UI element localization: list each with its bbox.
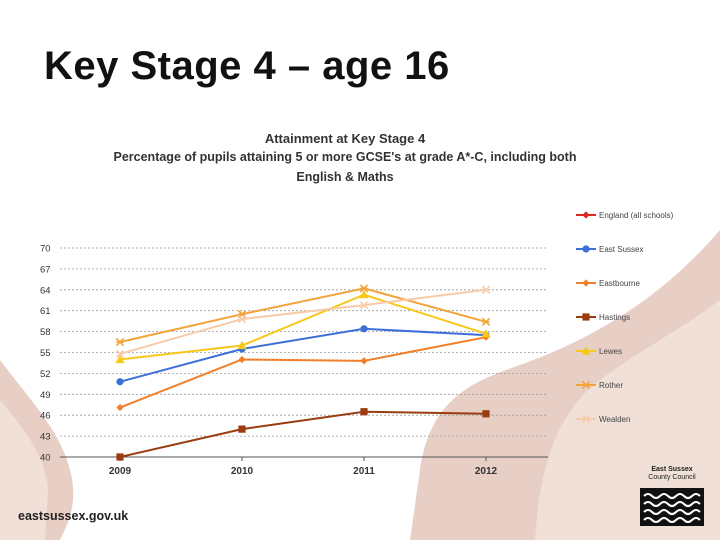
chart-title-line-3: English & Maths xyxy=(296,170,393,184)
logo-wave-icon xyxy=(640,488,704,526)
council-logo: East Sussex County Council xyxy=(636,466,708,528)
series-line-hastings xyxy=(119,410,487,458)
logo-line-2: County Council xyxy=(648,474,696,481)
data-point-wealden xyxy=(237,314,247,324)
logo-text: East Sussex County Council xyxy=(636,466,708,482)
y-tick-label: 67 xyxy=(40,264,51,275)
data-point-hastings xyxy=(482,410,490,418)
chart-title: Attainment at Key Stage 4 Percentage of … xyxy=(114,131,577,184)
slide-title: Key Stage 4 – age 16 xyxy=(44,44,450,88)
data-point-hastings xyxy=(238,425,246,433)
plot-area: 40 43 46 49 52 55 58 61 64 67 70 2009 2010 2011 2012 xyxy=(40,244,548,477)
chart-title-line-1: Attainment at Key Stage 4 xyxy=(265,131,426,146)
series-rother xyxy=(115,284,491,347)
legend-label: Rother xyxy=(599,381,623,390)
data-point-rother xyxy=(115,337,125,347)
data-point-rother xyxy=(359,284,369,293)
series-line-rother xyxy=(119,287,487,344)
legend-label: Eastbourne xyxy=(599,279,640,288)
data-point-eastbourne xyxy=(238,355,246,364)
y-tick-label: 43 xyxy=(40,432,51,443)
y-tick-label: 64 xyxy=(40,285,51,296)
y-tick-label: 52 xyxy=(40,369,51,380)
legend-label: England (all schools) xyxy=(599,211,674,220)
legend-marker xyxy=(581,346,591,355)
x-tick-label: 2012 xyxy=(475,466,498,477)
legend-item-eastbourne: Eastbourne xyxy=(576,279,640,288)
chart-title-line-2: Percentage of pupils attaining 5 or more… xyxy=(114,150,577,164)
legend-marker xyxy=(582,279,590,287)
legend: England (all schools) East Sussex Eastbour… xyxy=(576,211,674,424)
legend-label: Wealden xyxy=(599,415,630,424)
data-point-lewes xyxy=(237,340,247,350)
background-wave-light xyxy=(535,300,720,540)
data-point-wealden xyxy=(481,285,491,294)
data-point-eastbourne xyxy=(360,357,368,365)
x-tick-label: 2011 xyxy=(353,466,375,477)
data-point-rother xyxy=(481,317,491,327)
legend-item-lewes: Lewes xyxy=(576,346,622,356)
legend-item-england-all-schools: England (all schools) xyxy=(576,211,674,220)
data-point-eastbourne xyxy=(116,403,124,412)
series-east-sussex xyxy=(116,325,490,386)
series-line-east-sussex xyxy=(119,327,487,383)
y-tick-label: 49 xyxy=(40,390,51,401)
y-tick-label: 70 xyxy=(40,244,51,255)
series-eastbourne xyxy=(116,333,490,412)
legend-item-east-sussex: East Sussex xyxy=(576,245,643,254)
data-point-hastings xyxy=(116,453,124,461)
x-tick-label: 2010 xyxy=(231,466,254,477)
data-point-lewes xyxy=(481,329,491,338)
data-point-lewes xyxy=(359,290,369,299)
series-hastings xyxy=(116,408,490,461)
y-tick-label: 46 xyxy=(40,411,51,422)
legend-marker xyxy=(581,414,591,424)
legend-label: Hastings xyxy=(599,313,630,322)
data-point-hastings xyxy=(360,408,368,416)
data-point-lewes xyxy=(115,354,125,364)
legend-marker xyxy=(582,245,590,253)
x-tick-label: 2009 xyxy=(109,466,132,477)
footer-url[interactable]: eastsussex.gov.uk xyxy=(18,509,129,523)
series-line-lewes xyxy=(119,293,487,361)
legend-item-wealden: Wealden xyxy=(576,414,630,424)
y-tick-label: 58 xyxy=(40,327,51,338)
y-tick-label: 40 xyxy=(40,453,51,464)
legend-item-rother: Rother xyxy=(576,380,623,390)
data-point-wealden xyxy=(359,300,369,310)
series-wealden xyxy=(115,285,491,359)
series-line-wealden xyxy=(119,288,487,355)
series-line-eastbourne xyxy=(119,336,487,409)
series-lewes xyxy=(115,290,491,364)
data-point-wealden xyxy=(115,349,125,359)
background-corner-left-light xyxy=(0,400,48,540)
legend-marker xyxy=(581,380,591,390)
data-point-east-sussex xyxy=(116,378,124,386)
data-point-east-sussex xyxy=(360,325,368,333)
y-tick-label: 61 xyxy=(40,306,51,317)
legend-marker xyxy=(582,313,590,321)
logo-line-1: East Sussex xyxy=(651,466,693,473)
legend-label: East Sussex xyxy=(599,245,643,254)
legend-item-hastings: Hastings xyxy=(576,313,630,322)
y-tick-label: 55 xyxy=(40,348,51,359)
legend-label: Lewes xyxy=(599,347,622,356)
legend-marker xyxy=(582,211,590,219)
